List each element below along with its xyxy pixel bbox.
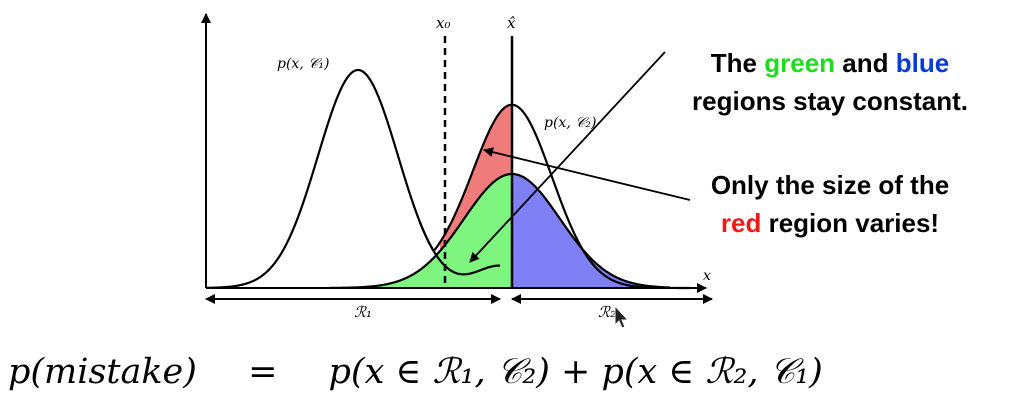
region1-label: ℛ₁	[354, 303, 372, 321]
green-word: green	[764, 48, 836, 78]
curve1-label: p(x, 𝒞₁)	[277, 56, 330, 72]
green-region	[330, 174, 512, 288]
x-axis-label: x	[703, 268, 711, 284]
region2-label: ℛ₂	[598, 303, 616, 321]
pointer-to-red-region	[483, 147, 691, 201]
annotation1-text-3: regions stay constant.	[692, 86, 968, 116]
annotation2-text-2: region varies!	[761, 208, 940, 238]
pointer-to-green-region	[469, 51, 666, 263]
annotation-constant-regions: The green and blue regions stay constant…	[660, 44, 1000, 120]
annotation1-text-2: and	[835, 48, 896, 78]
red-region	[440, 104, 512, 251]
curve-p-x-c2	[418, 103, 690, 290]
formula-rhs: p(x ∈ ℛ₁, 𝒞₂) + p(x ∈ ℛ₂, 𝒞₁)	[328, 352, 823, 392]
annotation1-text-1: The	[710, 48, 765, 78]
mistake-formula: p(mistake) = p(x ∈ ℛ₁, 𝒞₂) + p(x ∈ ℛ₂, 𝒞…	[8, 352, 908, 392]
x0-label: x₀	[436, 14, 450, 32]
xhat-label: x̂	[507, 14, 516, 32]
blue-word: blue	[895, 48, 950, 78]
formula-equals: =	[248, 352, 278, 392]
curve-inner-hump	[330, 172, 671, 290]
mouse-cursor-icon	[614, 304, 630, 329]
formula-lhs: p(mistake)	[8, 352, 197, 392]
red-word: red	[720, 208, 762, 238]
annotation2-text-1: Only the size of the	[710, 170, 950, 200]
blue-region	[512, 174, 660, 288]
curve2-label: p(x, 𝒞₂)	[544, 115, 597, 131]
curve-p-x-c1	[205, 68, 501, 289]
annotation-red-varies: Only the size of the red region varies!	[660, 166, 1000, 242]
